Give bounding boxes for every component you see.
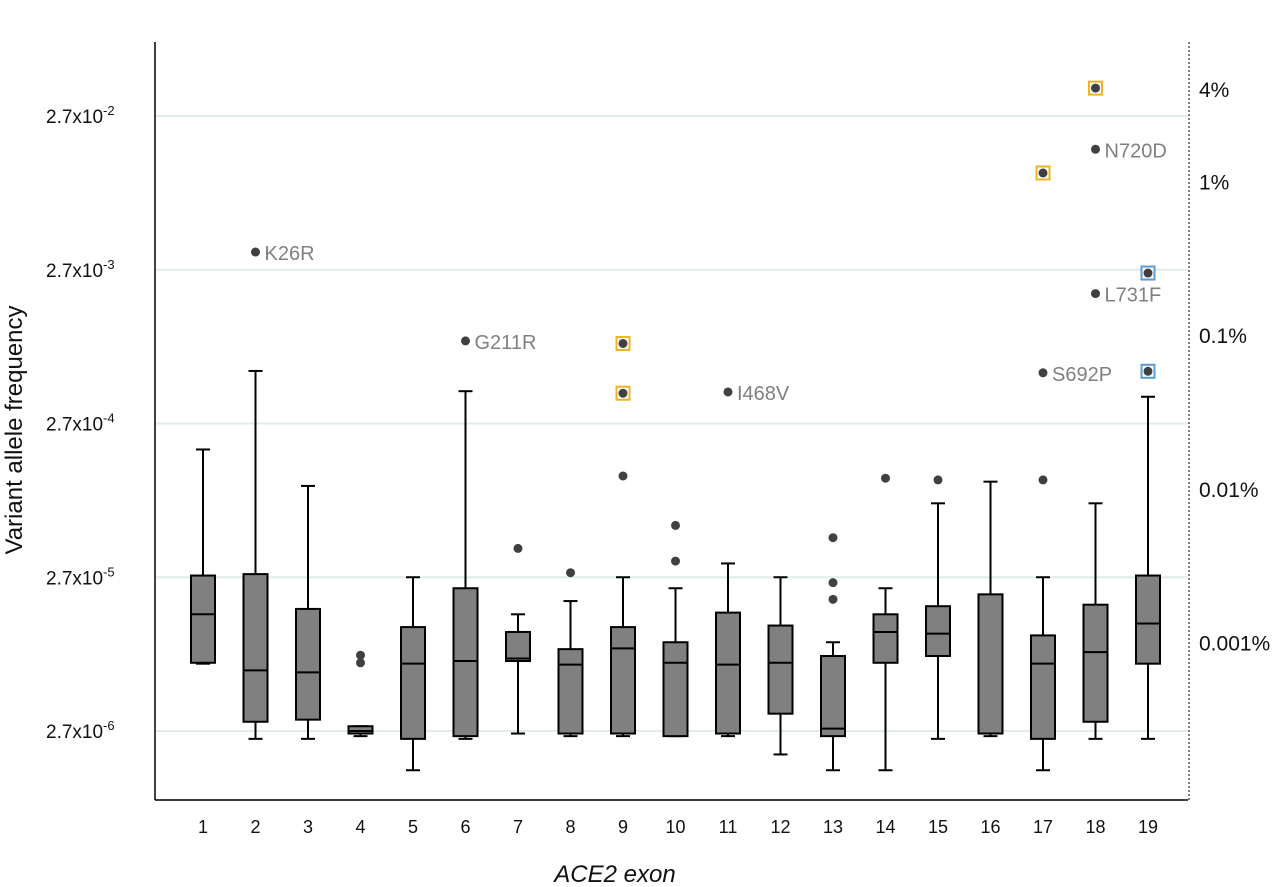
outlier-points: K26R G211R I468V S692P N720D L731F: [251, 80, 1167, 668]
variant-label: L731F: [1105, 285, 1162, 307]
x-tick-label: 6: [460, 817, 470, 837]
grid-lines: [155, 115, 1188, 732]
y-tick-label: 2.7x10-5: [46, 564, 115, 589]
outlier-point: [1143, 366, 1153, 376]
x-tick-label: 18: [1085, 817, 1105, 837]
x-tick-label: 15: [928, 817, 948, 837]
outlier-point: [618, 388, 628, 398]
outlier-point: [1038, 168, 1048, 178]
box: [190, 574, 216, 664]
x-tick-label: 14: [875, 817, 895, 837]
secondary-y-tick-label: 0.1%: [1199, 325, 1247, 348]
x-tick-label: 9: [618, 817, 628, 837]
outlier-point: [933, 475, 943, 485]
variant-label: K26R: [265, 243, 315, 265]
box: [662, 641, 689, 738]
box: [400, 626, 426, 740]
y-tick-exponent: -6: [103, 718, 115, 733]
x-tick-label: 5: [408, 817, 418, 837]
outlier-point: [356, 650, 365, 660]
box: [715, 611, 741, 735]
secondary-y-tick-label: 0.001%: [1199, 633, 1270, 656]
x-tick-label: 4: [355, 817, 365, 837]
variant-label: I468V: [737, 383, 790, 405]
outlier-point: [828, 578, 838, 588]
x-axis-title: ACE2 exon: [552, 861, 675, 887]
outlier-point: [1091, 144, 1100, 154]
outlier-point: [566, 568, 575, 578]
secondary-y-tick-label: 4%: [1199, 79, 1229, 102]
y-tick-exponent: -3: [103, 257, 115, 272]
x-tick-label: 13: [823, 817, 843, 837]
box: [557, 648, 584, 735]
variant-label: N720D: [1105, 140, 1167, 162]
box: [767, 624, 794, 715]
y-tick-label: 2.7x10-3: [46, 257, 115, 282]
outlier-point: [1091, 289, 1100, 299]
outlier-point: [1038, 475, 1048, 485]
outlier-point: [671, 520, 680, 530]
box: [820, 655, 846, 738]
box: [1030, 634, 1056, 740]
outlier-point: [356, 658, 365, 668]
x-tick-label: 17: [1033, 817, 1053, 837]
y-tick-label: 2.7x10-4: [46, 411, 115, 436]
x-tick-label: 16: [980, 817, 1000, 837]
variant-label: G211R: [475, 332, 537, 354]
outlier-point: [251, 247, 260, 257]
box: [242, 573, 269, 723]
box: [347, 725, 374, 735]
box: [295, 607, 321, 721]
y-tick-exponent: -2: [103, 103, 115, 118]
x-tick-label: 8: [565, 817, 575, 837]
x-tick-label: 3: [303, 817, 313, 837]
x-tick-label: 19: [1138, 817, 1158, 837]
y-tick-exponent: -4: [103, 411, 115, 426]
outlier-point: [1091, 83, 1100, 93]
y-tick-exponent: -5: [103, 564, 115, 579]
box: [1082, 603, 1109, 723]
secondary-y-tick-label: 0.01%: [1199, 479, 1259, 502]
outlier-point: [1143, 268, 1153, 278]
variant-label: S692P: [1052, 364, 1112, 386]
outlier-point: [618, 338, 628, 348]
box: [610, 626, 636, 735]
boxplots: [190, 369, 1161, 772]
outlier-point: [1038, 368, 1048, 378]
box: [505, 630, 531, 663]
y-tick-label: 2.7x10-6: [46, 718, 115, 743]
x-tick-label: 12: [770, 817, 790, 837]
y-axis-title: Variant allele frequency: [1, 305, 28, 554]
box: [872, 613, 899, 664]
box: [452, 587, 479, 738]
x-tick-label: 10: [665, 817, 685, 837]
outlier-point: [881, 473, 890, 483]
outlier-point: [723, 387, 733, 397]
y-tick-label: 2.7x10-2: [46, 103, 115, 128]
outlier-point: [513, 543, 523, 553]
box: [925, 605, 951, 658]
x-tick-label: 2: [250, 817, 260, 837]
x-tick-label: 11: [719, 817, 738, 837]
x-tick-label: 1: [198, 817, 208, 837]
outlier-point: [618, 471, 628, 481]
box: [977, 593, 1004, 735]
axes: 2.7x10-6 2.7x10-5 2.7x10-4 2.7x10-3 2.7x10-2…: [46, 42, 1270, 837]
box: [1135, 574, 1161, 665]
outlier-point: [828, 594, 838, 604]
x-tick-label: 7: [513, 817, 523, 837]
outlier-point: [461, 336, 470, 346]
outlier-point: [671, 556, 680, 566]
outlier-point: [828, 533, 838, 543]
secondary-y-tick-label: 1%: [1199, 171, 1229, 194]
